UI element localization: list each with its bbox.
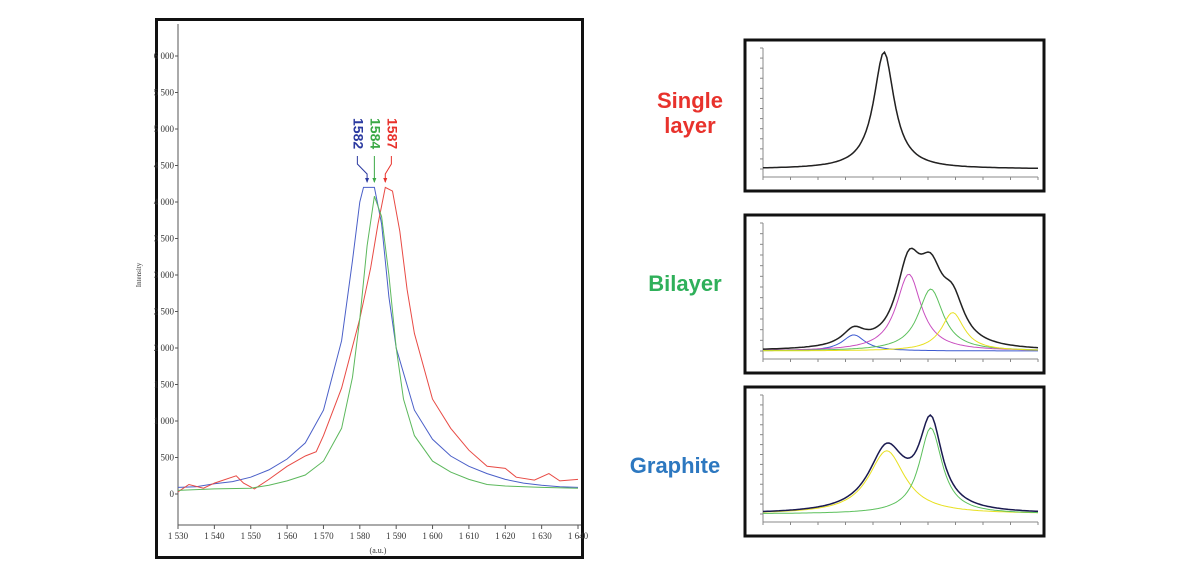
y-axis-label: Intensity <box>135 262 143 287</box>
x-axis-label: (a.u.) <box>370 546 387 555</box>
y-tick-label: 500 <box>161 453 175 463</box>
x-tick-label: 1 620 <box>495 531 516 541</box>
peak-arrowhead <box>383 178 388 183</box>
x-tick-label: 1 600 <box>422 531 443 541</box>
x-tick-label: 1 560 <box>277 531 298 541</box>
single-layer-label: Single layer <box>656 88 723 138</box>
peak-label: 1587 <box>385 118 401 149</box>
component-peak-2 <box>763 288 1039 351</box>
y-tick-label: 2 000 <box>154 343 175 353</box>
envelope-fit-line <box>762 50 1038 169</box>
peak-label: 1582 <box>351 118 367 149</box>
y-tick-label: 2 500 <box>154 307 175 317</box>
y-tick-label: 1 500 <box>154 380 175 390</box>
main-spectrum-chart <box>155 18 584 559</box>
x-tick-label: 1 590 <box>386 531 407 541</box>
x-tick-label: 1 610 <box>459 531 480 541</box>
peak-arrowhead <box>372 178 377 183</box>
component-peak-1 <box>763 273 1039 351</box>
x-tick-label: 1 640 <box>568 531 589 541</box>
y-tick-label: 6 000 <box>154 51 175 61</box>
y-tick-label: 5 500 <box>154 88 175 98</box>
component-peak-0 <box>762 450 1039 514</box>
y-tick-label: 0 <box>170 489 175 499</box>
spectrum-line-1 <box>177 186 579 493</box>
component-peak-3 <box>763 312 1038 352</box>
envelope-fit-line <box>762 413 1039 513</box>
x-tick-label: 1 580 <box>350 531 371 541</box>
component-peak-1 <box>763 427 1039 514</box>
peak-label: 1584 <box>368 118 384 149</box>
x-tick-label: 1 550 <box>241 531 262 541</box>
peak-arrowhead <box>365 178 370 183</box>
envelope-fit-line <box>763 247 1039 350</box>
y-tick-label: 5 000 <box>154 124 175 134</box>
spectrum-line-2 <box>177 196 579 491</box>
spectrum-line-0 <box>177 186 579 488</box>
x-tick-label: 1 530 <box>168 531 189 541</box>
x-tick-label: 1 540 <box>204 531 225 541</box>
y-tick-label: 4 000 <box>154 197 175 207</box>
y-tick-label: 1 000 <box>154 416 175 426</box>
spectrum-panel <box>743 38 1046 193</box>
graphite-label: Graphite <box>629 453 721 478</box>
y-tick-label: 3 500 <box>154 234 175 244</box>
y-tick-label: 4 500 <box>154 161 175 171</box>
y-tick-label: 3 000 <box>154 270 175 280</box>
x-tick-label: 1 570 <box>313 531 334 541</box>
x-tick-label: 1 630 <box>532 531 553 541</box>
bilayer-label: Bilayer <box>648 271 722 296</box>
